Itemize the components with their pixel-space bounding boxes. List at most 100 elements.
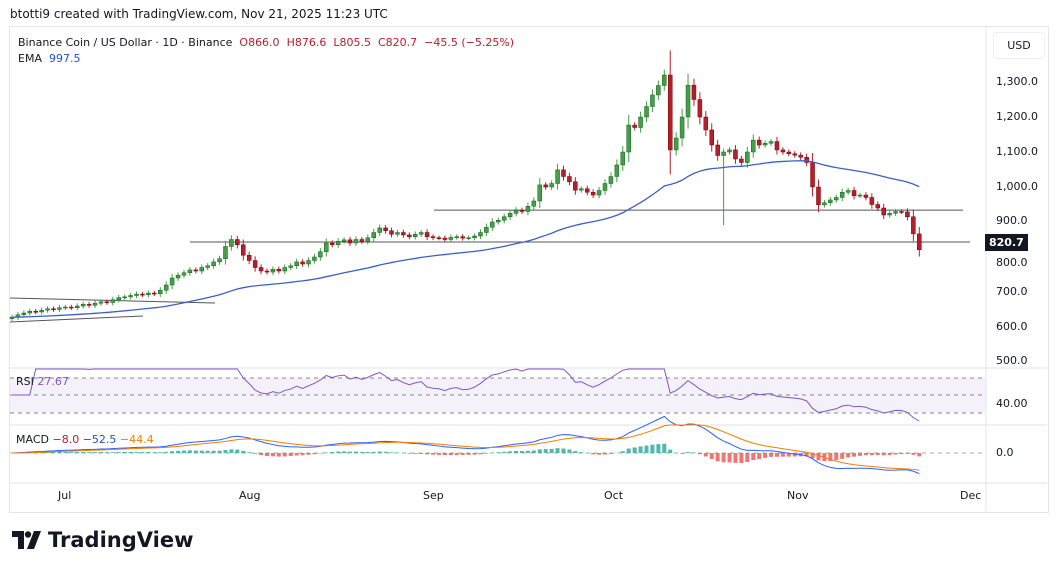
macd-histogram-bar	[834, 453, 839, 461]
macd-histogram-bar	[525, 450, 530, 453]
macd-histogram-bar	[158, 452, 163, 453]
macd-histogram-bar	[496, 452, 501, 453]
macd-histogram-bar	[543, 449, 548, 453]
macd-histogram-bar	[863, 453, 868, 456]
candle-body	[733, 149, 738, 160]
macd-histogram-bar	[431, 453, 436, 455]
currency-button[interactable]: USD	[993, 32, 1045, 59]
candle-body	[246, 255, 252, 261]
candle-body	[401, 232, 406, 236]
macd-legend: MACD −8.0 −52.5 −44.4	[16, 433, 154, 446]
macd-histogram-bar	[164, 451, 169, 453]
macd-histogram-bar	[911, 453, 916, 455]
candle-body	[525, 206, 531, 212]
price-tick: 1,000.0	[996, 180, 1038, 193]
candle-body	[329, 242, 335, 245]
candle-body	[792, 153, 798, 156]
candle-body	[567, 176, 572, 182]
macd-histogram-bar	[881, 453, 886, 456]
macd-histogram-bar	[336, 451, 341, 453]
candle-body	[454, 236, 459, 238]
macd-histogram-bar	[484, 453, 489, 454]
macd-histogram-bar	[632, 447, 637, 453]
candle-body	[466, 237, 471, 239]
candle-body	[917, 233, 922, 251]
candle-body	[39, 309, 44, 313]
candle-body	[187, 269, 193, 274]
candle-body	[424, 232, 430, 237]
candle-body	[869, 197, 875, 205]
candle-body	[116, 297, 121, 300]
macd-histogram-bar	[211, 450, 216, 453]
macd-histogram-bar	[899, 453, 904, 455]
candle-body	[229, 239, 234, 247]
macd-histogram-bar	[342, 451, 347, 453]
macd-histogram-bar	[757, 453, 762, 459]
candle-body	[45, 308, 50, 311]
macd-histogram-bar	[709, 453, 714, 460]
candle-body	[727, 149, 732, 153]
macd-histogram-bar	[567, 449, 572, 453]
macd-histogram-bar	[235, 449, 240, 453]
price-tick: 500.0	[996, 354, 1028, 367]
macd-histogram-bar	[324, 452, 329, 453]
macd-histogram-bar	[448, 453, 453, 456]
macd-histogram-bar	[555, 448, 560, 453]
candle-body	[638, 116, 643, 128]
macd-histogram-bar	[638, 446, 643, 453]
candle-body	[169, 277, 175, 286]
ema-label[interactable]: EMA	[18, 52, 42, 65]
candle-body	[484, 227, 489, 233]
macd-histogram-bar	[650, 444, 655, 453]
macd-histogram-bar	[442, 453, 447, 456]
candle-body	[324, 242, 329, 252]
macd-histogram-bar	[389, 452, 394, 453]
candle-body	[312, 256, 317, 261]
macd-histogram-bar	[377, 451, 382, 453]
tradingview-logo[interactable]: TradingView	[12, 528, 193, 552]
macd-histogram-bar	[294, 453, 299, 456]
candle-body	[721, 151, 726, 156]
candle-body	[258, 267, 264, 272]
candle-body	[92, 302, 98, 306]
macd-histogram-bar	[460, 453, 465, 455]
price-tick: 600.0	[996, 320, 1028, 333]
macd-histogram-bar	[561, 448, 566, 453]
candle-body	[549, 183, 554, 188]
symbol-title[interactable]: Binance Coin / US Dollar · 1D · Binance	[18, 36, 233, 49]
macd-histogram-bar	[104, 452, 109, 453]
chart-frame	[9, 26, 1049, 513]
macd-histogram-bar	[579, 452, 584, 453]
macd-histogram-bar	[608, 453, 613, 454]
macd-histogram-bar	[63, 451, 68, 453]
macd-histogram-bar	[680, 453, 685, 454]
candle-body	[768, 141, 774, 144]
candle-body	[211, 261, 216, 266]
macd-value: −52.5	[82, 433, 117, 446]
candle-body	[804, 157, 809, 163]
candle-body	[163, 284, 169, 291]
price-tick: 700.0	[996, 285, 1028, 298]
macd-histogram-bar	[774, 453, 779, 457]
macd-histogram-bar	[620, 451, 625, 453]
macd-histogram-bar	[348, 451, 353, 453]
candle-body	[662, 74, 667, 86]
candle-body	[596, 190, 602, 196]
candle-body	[555, 169, 560, 184]
candle-body	[110, 299, 116, 303]
macd-histogram-bar	[763, 453, 768, 458]
candle-body	[519, 209, 525, 212]
macd-histogram-bar	[383, 451, 388, 453]
candle-body	[762, 143, 768, 146]
macd-label[interactable]: MACD	[16, 433, 49, 446]
rsi-label[interactable]: RSI	[16, 375, 34, 388]
candle-body	[584, 188, 590, 193]
macd-histogram-bar	[181, 450, 186, 453]
macd-histogram-bar	[810, 453, 815, 459]
price-tick: 1,300.0	[996, 75, 1038, 88]
macd-line	[11, 415, 920, 475]
trendline	[9, 315, 144, 323]
macd-histogram-bar	[454, 453, 459, 455]
macd-histogram-bar	[769, 453, 774, 457]
